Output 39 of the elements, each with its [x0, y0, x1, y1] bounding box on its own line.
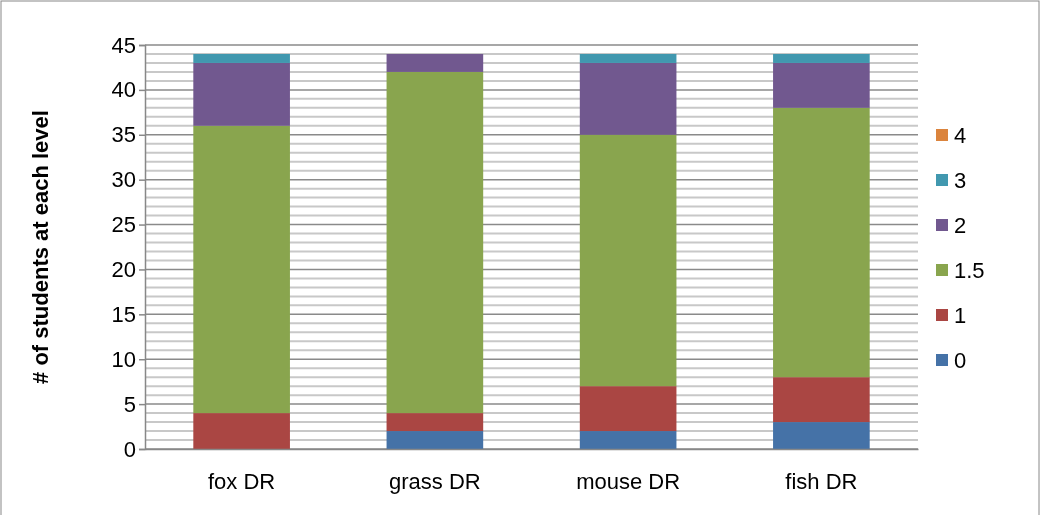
y-tick-label: 5: [123, 391, 136, 417]
bar: [386, 431, 484, 449]
legend-label: 2: [954, 212, 967, 238]
x-tick-label: fox DR: [208, 468, 276, 494]
legend-label: 0: [954, 347, 967, 373]
legend-label: 1.5: [954, 257, 985, 283]
bar: [193, 53, 290, 63]
bar: [773, 107, 870, 378]
bar: [773, 422, 870, 449]
y-tick-label: 25: [111, 212, 136, 238]
y-tick-label: 45: [111, 32, 136, 58]
bar: [579, 431, 677, 449]
x-tick-label: mouse DR: [576, 468, 681, 494]
bar: [773, 53, 870, 63]
bar: [386, 53, 484, 72]
bar: [579, 134, 677, 387]
bar: [193, 62, 290, 126]
y-axis-title: # of students at each level: [28, 110, 53, 384]
bar: [386, 71, 484, 414]
y-tick-label: 30: [111, 167, 136, 193]
bar: [386, 413, 484, 432]
legend-label: 4: [954, 122, 967, 148]
bar: [193, 413, 290, 449]
x-tick-label: fish DR: [785, 468, 858, 494]
bar: [579, 386, 677, 432]
y-tick-label: 40: [111, 77, 136, 103]
bar: [579, 62, 677, 135]
bar: [579, 53, 677, 63]
y-tick-label: 35: [111, 122, 136, 148]
y-tick-label: 20: [111, 256, 136, 282]
x-tick-label: grass DR: [389, 468, 481, 494]
bar: [773, 62, 870, 108]
y-tick-label: 15: [111, 301, 136, 327]
y-tick-label: 10: [111, 346, 136, 372]
bar: [193, 125, 290, 414]
bar: [773, 377, 870, 423]
legend-label: 3: [954, 167, 967, 193]
legend-label: 1: [954, 302, 967, 328]
y-tick-label: 0: [123, 436, 136, 462]
